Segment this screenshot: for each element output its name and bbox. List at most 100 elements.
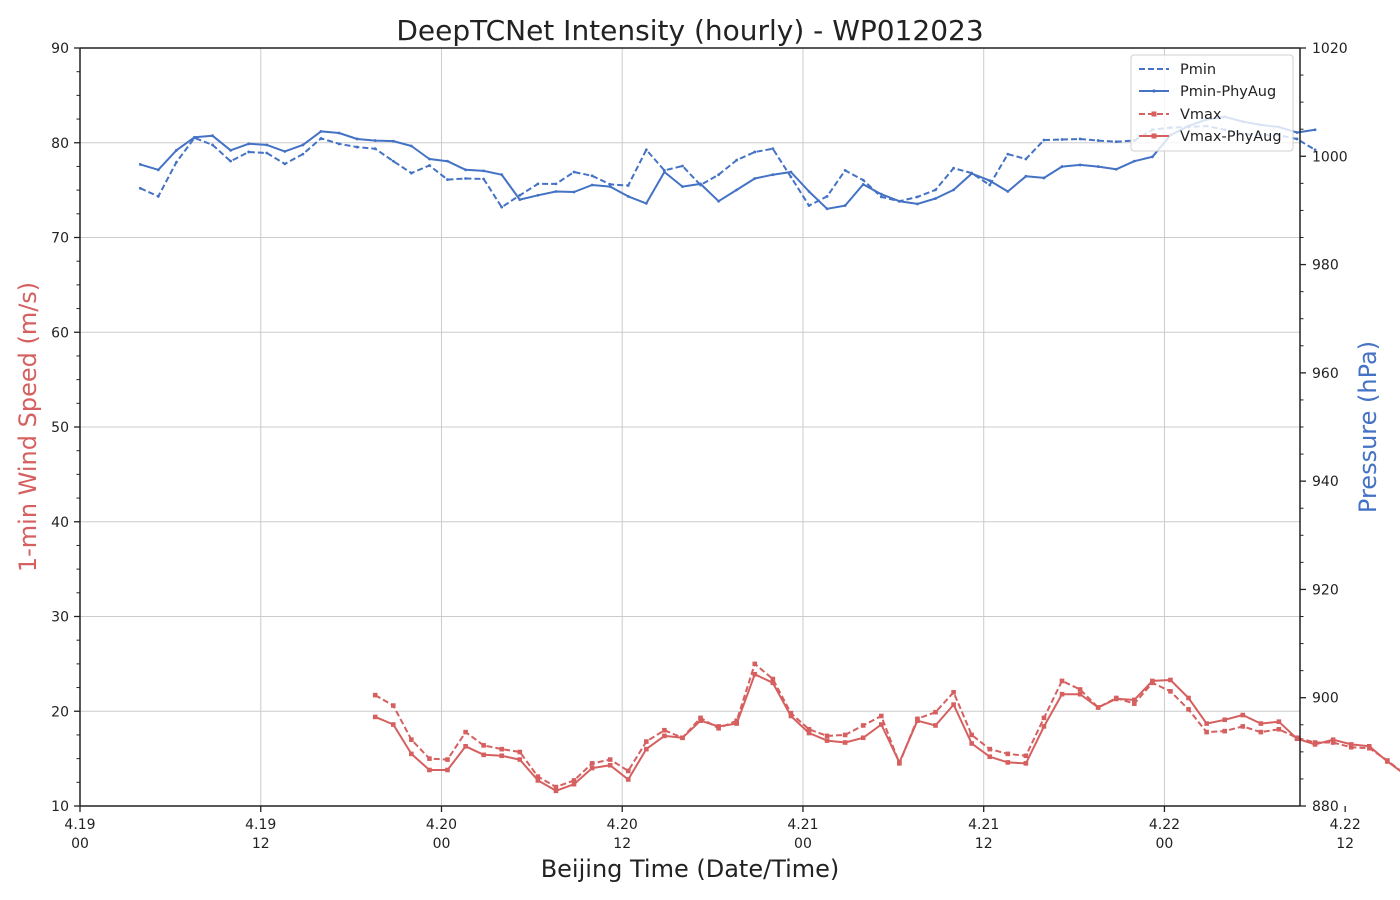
y-right-tick-label: 980 [1312, 258, 1339, 274]
legend-marker-pmin-phyaug [1152, 89, 1156, 93]
data-point-pmin-phyaug [771, 173, 775, 177]
data-point-vmax-phyaug [372, 714, 378, 720]
data-point-vmax-phyaug [1385, 759, 1390, 764]
data-point-pmin-phyaug [879, 192, 883, 196]
data-point-vmax-phyaug [698, 718, 703, 724]
series-line-pmin [139, 125, 1316, 209]
data-point-pmin [554, 182, 558, 186]
legend-entry-vmax-phyaug: Vmax-PhyAug [1139, 129, 1282, 145]
x-tick-label-time: 12 [252, 836, 270, 852]
data-point-pmin [753, 150, 757, 154]
data-point-vmax-phyaug [1222, 717, 1227, 723]
legend-label-pmin-phyaug: Pmin-PhyAug [1180, 84, 1276, 100]
data-point-pmin [1096, 139, 1100, 142]
data-point-vmax [427, 756, 432, 761]
data-point-vmax-phyaug [969, 741, 974, 746]
data-point-vmax [535, 774, 541, 779]
data-point-vmax [409, 737, 414, 742]
data-point-pmin-phyaug [916, 202, 919, 206]
data-point-pmin-phyaug [952, 188, 955, 192]
data-point-vmax-phyaug [1077, 691, 1083, 697]
data-point-pmin-phyaug [1096, 165, 1100, 168]
data-point-vmax-phyaug [499, 753, 505, 759]
x-tick-label-time: 00 [1156, 836, 1174, 852]
chart-title: DeepTCNet Intensity (hourly) - WP012023 [396, 14, 983, 47]
data-point-vmax [1222, 728, 1227, 734]
data-point-pmin-phyaug [446, 159, 449, 163]
data-point-pmin [409, 171, 413, 175]
data-point-pmin [1295, 137, 1299, 141]
data-point-vmax-phyaug [1132, 697, 1137, 703]
data-point-vmax-phyaug [1276, 719, 1282, 724]
data-point-pmin-phyaug [1042, 176, 1046, 180]
x-tick-label-date: 4.22 [1149, 817, 1180, 833]
data-point-pmin-phyaug [355, 137, 359, 141]
data-point-vmax-phyaug [897, 760, 902, 765]
data-point-pmin-phyaug [500, 173, 504, 177]
data-point-vmax [1132, 701, 1137, 706]
data-point-pmin [807, 204, 811, 207]
data-point-vmax-phyaug [1059, 691, 1065, 697]
data-point-pmin-phyaug [681, 185, 684, 189]
data-point-vmax-phyaug [427, 767, 432, 773]
data-point-vmax [1186, 707, 1191, 712]
data-point-pmin [988, 183, 992, 187]
x-tick-label-time: 00 [433, 836, 451, 852]
data-point-vmax-phyaug [951, 702, 956, 707]
data-point-pmin-phyaug [699, 182, 702, 186]
data-point-vmax [842, 732, 848, 738]
data-point-vmax-phyaug [752, 671, 758, 677]
data-point-vmax [571, 778, 577, 783]
data-point-vmax [878, 713, 884, 719]
x-tick-label-date: 4.21 [968, 817, 999, 833]
series-vmax-phyaug [372, 671, 1400, 794]
data-point-vmax [860, 723, 866, 728]
data-point-pmin [500, 205, 504, 209]
data-point-pmin [1060, 138, 1064, 141]
data-point-pmin [301, 152, 305, 156]
data-point-vmax-phyaug [842, 740, 848, 745]
data-point-pmin [518, 193, 522, 197]
data-point-pmin-phyaug [590, 183, 594, 187]
data-point-pmin [373, 147, 377, 151]
data-point-pmin-phyaug [283, 150, 287, 153]
x-tick-label-date: 4.19 [245, 817, 276, 833]
data-point-pmin-phyaug [753, 177, 757, 180]
y-right-tick-label: 920 [1312, 582, 1339, 598]
x-tick-label-date: 4.22 [1330, 817, 1361, 833]
data-point-pmin-phyaug [825, 207, 829, 211]
data-point-pmin-phyaug [409, 144, 413, 148]
data-point-pmin-phyaug [970, 172, 974, 176]
data-point-vmax-phyaug [553, 788, 559, 794]
legend-entry-vmax: Vmax [1139, 107, 1222, 123]
data-point-vmax-phyaug [481, 752, 486, 758]
data-point-pmin-phyaug [626, 194, 630, 198]
data-point-vmax-phyaug [1113, 696, 1119, 702]
data-point-vmax [589, 761, 595, 766]
data-point-pmin [391, 159, 395, 163]
data-point-vmax [517, 749, 523, 755]
data-point-vmax-phyaug [860, 735, 866, 741]
data-point-pmin-phyaug [717, 199, 721, 203]
data-point-pmin [916, 195, 919, 199]
legend-entry-pmin-phyaug: Pmin-PhyAug [1139, 84, 1276, 100]
y-right-tick-label: 880 [1312, 799, 1339, 815]
legend-entry-pmin: Pmin [1139, 62, 1216, 78]
data-point-vmax-phyaug [1023, 761, 1029, 766]
y-axis-left-label: 1-min Wind Speed (m/s) [14, 282, 42, 572]
data-point-vmax-phyaug [662, 733, 667, 739]
data-point-vmax-phyaug [680, 735, 685, 741]
data-point-pmin [319, 137, 323, 140]
y-left-tick-label: 90 [51, 41, 69, 57]
data-point-pmin-phyaug [1132, 159, 1136, 163]
data-point-pmin [174, 160, 178, 164]
data-point-pmin [825, 194, 829, 198]
data-point-pmin-phyaug [138, 163, 142, 166]
data-point-pmin-phyaug [843, 204, 847, 207]
data-point-vmax-phyaug [463, 744, 468, 749]
x-tick-label-time: 12 [1336, 836, 1354, 852]
y-left-tick-label: 50 [51, 420, 69, 436]
data-point-pmin [536, 182, 540, 186]
data-point-pmin [590, 174, 594, 178]
data-point-pmin-phyaug [319, 129, 323, 133]
